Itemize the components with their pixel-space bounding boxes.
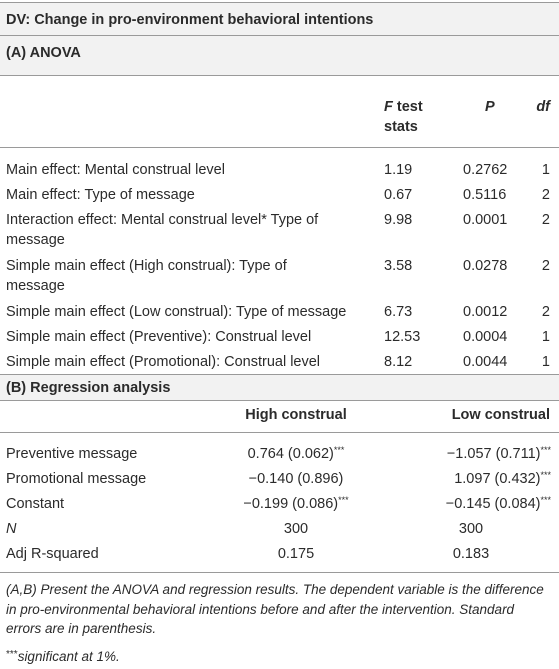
anova-row-df: 1	[541, 329, 550, 345]
anova-row-df: 2	[541, 187, 550, 203]
anova-row-p: 0.2762	[463, 162, 508, 178]
anova-heading: (A) ANOVA	[6, 45, 81, 61]
header-band	[0, 3, 559, 76]
regression-row-low: −0.145 (0.084)***	[445, 495, 551, 513]
anova-row-effect: Main effect: Type of message	[6, 187, 195, 203]
anova-row-f: 9.98	[384, 212, 413, 228]
regression-row-high: −0.140 (0.896)	[248, 471, 344, 487]
regression-top-rule	[0, 374, 559, 375]
anova-row-effect-cont: message	[6, 232, 65, 248]
anova-row-effect: Interaction effect: Mental construal lev…	[6, 212, 319, 228]
regression-row-high: 0.764 (0.062)***	[247, 445, 345, 463]
regression-heading: (B) Regression analysis	[6, 380, 171, 396]
anova-row-effect: Simple main effect (Preventive): Constru…	[6, 329, 312, 345]
anova-row-p: 0.0001	[463, 212, 508, 228]
footnote-line: errors are in parenthesis.	[6, 621, 157, 636]
anova-row-f: 3.58	[384, 258, 413, 274]
anova-heading-rule	[0, 75, 559, 76]
regression-row-label: Constant	[6, 496, 65, 512]
anova-row-f: 6.73	[384, 304, 413, 320]
regression-row-low: 0.183	[452, 546, 490, 562]
col-p-header: P	[485, 99, 495, 115]
significance-note: ***significant at 1%.	[6, 649, 120, 664]
regression-row-label: N	[6, 521, 17, 537]
col-f-header: F test	[384, 99, 423, 115]
regression-band	[0, 375, 559, 400]
title-rule	[0, 35, 559, 36]
regression-row-high: −0.199 (0.086)***	[243, 495, 349, 513]
col-f-header-line2: stats	[384, 119, 418, 135]
top-rule	[0, 2, 559, 3]
col-high-header: High construal	[245, 407, 347, 423]
anova-row-f: 1.19	[384, 162, 413, 178]
anova-row-f: 12.53	[384, 329, 421, 345]
anova-row-df: 2	[541, 304, 550, 320]
anova-row-effect: Simple main effect (Promotional): Constr…	[6, 354, 321, 370]
anova-row-f: 0.67	[384, 187, 413, 203]
regression-row-low: −1.057 (0.711)***	[446, 445, 551, 463]
regression-heading-rule	[0, 400, 559, 401]
anova-row-df: 2	[541, 258, 550, 274]
anova-row-p: 0.0012	[463, 304, 508, 320]
regression-row-low: 300	[458, 521, 484, 537]
anova-row-df: 1	[541, 354, 550, 370]
footnote-line: (A,B) Present the ANOVA and regression r…	[6, 582, 544, 597]
regression-row-label: Adj R-squared	[6, 546, 99, 562]
regression-header-rule	[0, 432, 559, 433]
regression-row-high: 300	[283, 521, 309, 537]
table-title: DV: Change in pro-environment behavioral…	[6, 12, 374, 28]
anova-row-effect: Main effect: Mental construal level	[6, 162, 225, 178]
footnote-text: (A,B) Present the ANOVA and regression r…	[6, 580, 554, 639]
anova-row-p: 0.0044	[463, 354, 508, 370]
anova-row-p: 0.0278	[463, 258, 508, 274]
anova-header-rule	[0, 147, 559, 148]
anova-row-p: 0.0004	[463, 329, 508, 345]
anova-row-effect: Simple main effect (Low construal): Type…	[6, 304, 347, 320]
regression-row-high: 0.175	[277, 546, 315, 562]
col-df-header: df	[536, 99, 550, 115]
table-bottom-rule	[0, 572, 559, 573]
footnote-line: in pro-environmental behavioral intentio…	[6, 601, 515, 617]
regression-row-low: 1.097 (0.432)***	[454, 470, 551, 488]
anova-row-p: 0.5116	[463, 187, 507, 203]
anova-row-f: 8.12	[384, 354, 413, 370]
anova-row-df: 1	[541, 162, 550, 178]
col-low-header: Low construal	[451, 407, 550, 423]
anova-row-effect: Simple main effect (High construal): Typ…	[6, 258, 287, 274]
regression-row-label: Promotional message	[6, 471, 147, 487]
regression-row-label: Preventive message	[6, 446, 138, 462]
anova-row-df: 2	[541, 212, 550, 228]
anova-row-effect-cont: message	[6, 278, 65, 294]
